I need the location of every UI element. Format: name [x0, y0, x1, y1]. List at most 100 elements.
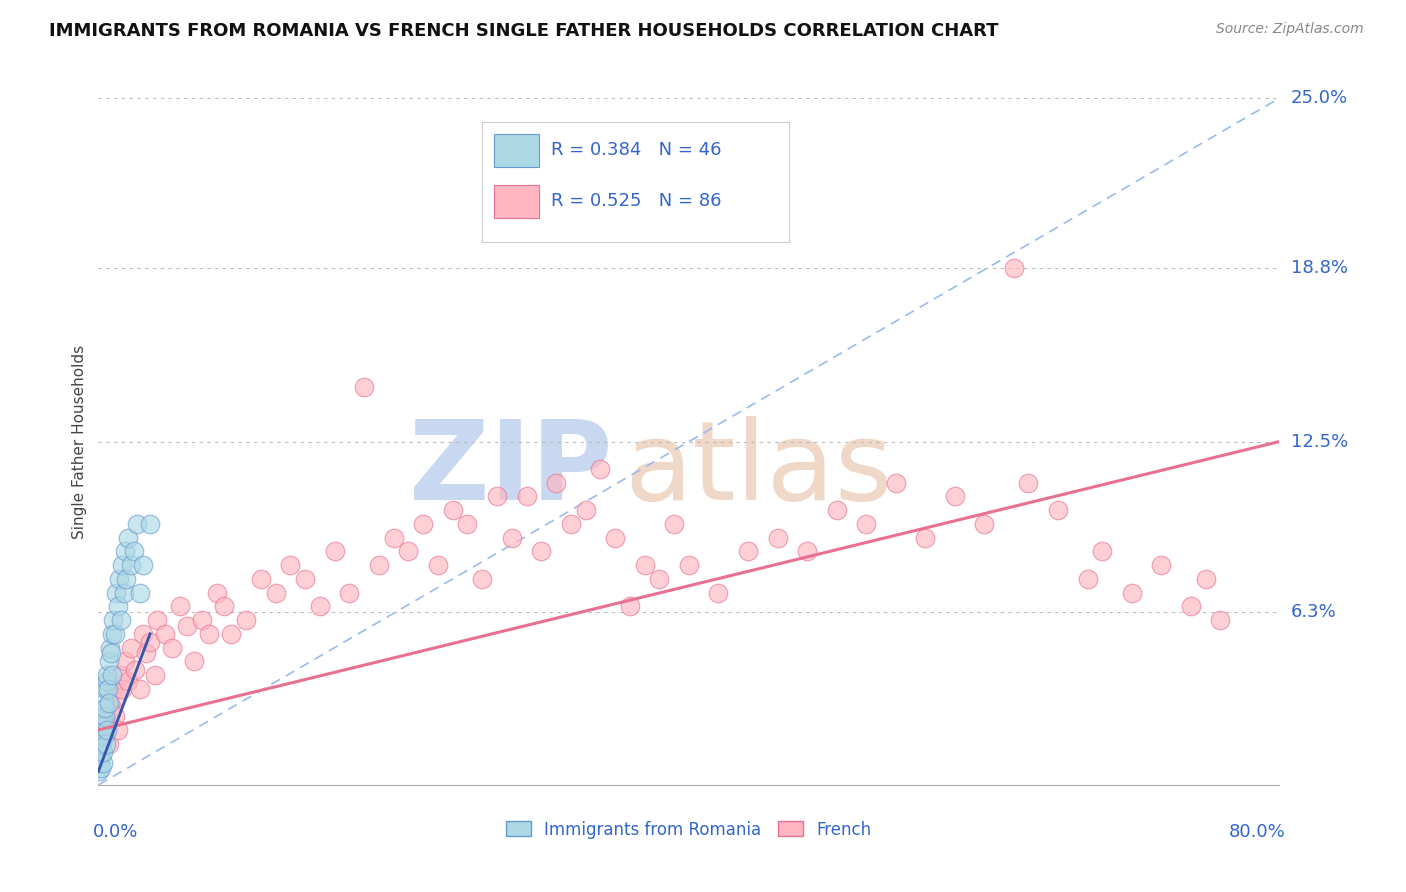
- Point: [1047, 503, 1070, 517]
- Point: [664, 516, 686, 531]
- Point: [471, 572, 494, 586]
- Point: [107, 599, 129, 614]
- Point: [441, 503, 464, 517]
- Point: [530, 223, 553, 237]
- Point: [323, 544, 346, 558]
- Point: [89, 737, 111, 751]
- Text: 80.0%: 80.0%: [1229, 822, 1285, 841]
- Point: [884, 475, 907, 490]
- Point: [427, 558, 450, 573]
- Point: [128, 585, 150, 599]
- Point: [94, 701, 117, 715]
- Point: [120, 640, 142, 655]
- Point: [112, 585, 135, 599]
- Point: [124, 663, 146, 677]
- Point: [796, 544, 818, 558]
- Point: [1077, 572, 1099, 586]
- Point: [914, 531, 936, 545]
- Point: [96, 673, 118, 688]
- Point: [97, 737, 120, 751]
- Point: [589, 462, 612, 476]
- Point: [100, 701, 122, 715]
- Point: [128, 681, 150, 696]
- Point: [339, 585, 361, 599]
- Text: 12.5%: 12.5%: [1291, 433, 1348, 450]
- Point: [1209, 613, 1232, 627]
- Point: [89, 756, 111, 770]
- Point: [93, 717, 115, 731]
- Point: [117, 531, 139, 545]
- Point: [108, 572, 131, 586]
- Point: [648, 572, 671, 586]
- Point: [205, 585, 228, 599]
- Point: [91, 723, 114, 737]
- Text: ZIP: ZIP: [409, 416, 612, 523]
- Point: [93, 729, 115, 743]
- Point: [111, 681, 134, 696]
- Point: [678, 558, 700, 573]
- Point: [486, 490, 509, 504]
- Point: [1150, 558, 1173, 573]
- Point: [382, 531, 405, 545]
- Point: [104, 627, 127, 641]
- Point: [91, 745, 114, 759]
- Point: [530, 544, 553, 558]
- Text: 25.0%: 25.0%: [1291, 89, 1348, 107]
- Point: [89, 750, 111, 764]
- Point: [153, 627, 176, 641]
- Point: [143, 668, 166, 682]
- Point: [634, 558, 657, 573]
- Point: [125, 516, 148, 531]
- Point: [90, 729, 112, 743]
- Point: [96, 723, 118, 737]
- Text: R = 0.525   N = 86: R = 0.525 N = 86: [551, 192, 721, 211]
- Point: [93, 696, 115, 710]
- Point: [398, 544, 420, 558]
- Point: [91, 709, 114, 723]
- Point: [114, 654, 136, 668]
- Point: [117, 673, 139, 688]
- Point: [353, 379, 375, 393]
- Point: [135, 646, 157, 660]
- Point: [855, 516, 877, 531]
- Point: [546, 475, 568, 490]
- Point: [501, 531, 523, 545]
- Text: Source: ZipAtlas.com: Source: ZipAtlas.com: [1216, 22, 1364, 37]
- Point: [139, 516, 162, 531]
- Point: [575, 503, 598, 517]
- Point: [139, 635, 162, 649]
- Text: IMMIGRANTS FROM ROMANIA VS FRENCH SINGLE FATHER HOUSEHOLDS CORRELATION CHART: IMMIGRANTS FROM ROMANIA VS FRENCH SINGLE…: [49, 22, 998, 40]
- Point: [619, 599, 641, 614]
- Point: [162, 640, 183, 655]
- Point: [309, 599, 332, 614]
- Point: [105, 585, 128, 599]
- Point: [104, 709, 127, 723]
- Point: [93, 729, 115, 743]
- Point: [101, 668, 124, 682]
- Point: [146, 613, 169, 627]
- Point: [250, 572, 273, 586]
- Point: [107, 723, 129, 737]
- Point: [198, 627, 221, 641]
- Point: [280, 558, 302, 573]
- Text: 18.8%: 18.8%: [1291, 260, 1347, 277]
- Point: [89, 764, 111, 779]
- Point: [825, 503, 848, 517]
- Point: [91, 756, 114, 770]
- Point: [98, 696, 121, 710]
- Point: [737, 544, 759, 558]
- Point: [100, 627, 122, 641]
- Point: [412, 516, 434, 531]
- Point: [169, 599, 191, 614]
- Point: [97, 681, 120, 696]
- FancyBboxPatch shape: [494, 134, 538, 167]
- Point: [94, 709, 117, 723]
- Point: [132, 558, 155, 573]
- Point: [114, 544, 136, 558]
- Point: [212, 599, 235, 614]
- Point: [294, 572, 316, 586]
- Point: [707, 585, 730, 599]
- Point: [90, 762, 112, 776]
- Point: [1180, 599, 1202, 614]
- Point: [221, 627, 243, 641]
